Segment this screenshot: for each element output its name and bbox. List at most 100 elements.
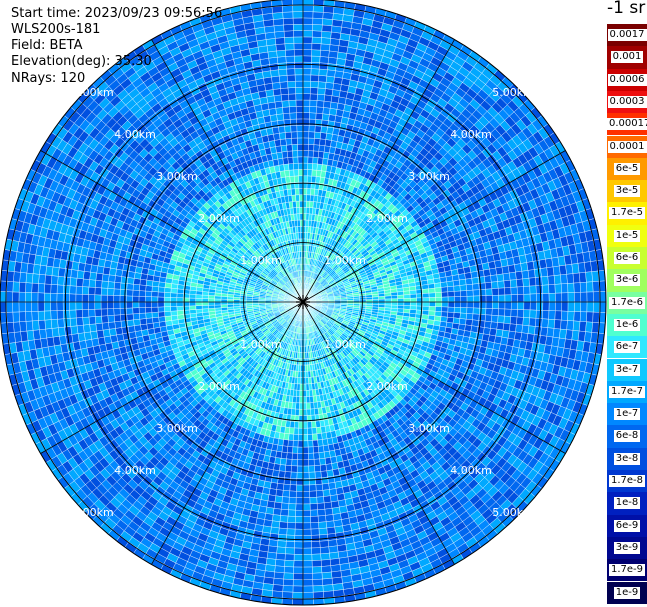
backscatter-cell [428,310,436,317]
backscatter-cell [560,319,568,330]
backscatter-cell [287,509,296,517]
backscatter-cell [459,318,467,325]
backscatter-cell [302,87,311,94]
backscatter-cell [322,489,331,497]
backscatter-cell [302,99,311,107]
backscatter-cell [326,69,336,78]
backscatter-cell [403,305,411,310]
backscatter-cell [302,528,312,536]
backscatter-cell [459,284,467,292]
backscatter-cell [485,308,493,316]
backscatter-cell [302,188,308,195]
backscatter-cell [302,219,307,227]
backscatter-cell [391,304,398,309]
backscatter-cell [491,315,499,323]
backscatter-cell [315,483,323,492]
backscatter-cell [305,377,309,385]
backscatter-cell [324,508,334,516]
backscatter-cell [329,551,340,560]
backscatter-cell [317,515,327,523]
backscatter-cell [275,489,284,497]
backscatter-cell [313,458,321,466]
backscatter-cell [464,272,473,280]
backscatter-cell [305,364,308,372]
backscatter-cell [320,559,331,567]
backscatter-cell [319,534,329,542]
backscatter-cell [491,308,499,316]
backscatter-cell [282,490,290,498]
backscatter-cell [391,295,398,300]
ppi-scan-plot: 1.00km1.00km1.00km1.00km2.00km2.00km2.00… [0,0,607,606]
backscatter-cell [566,320,574,331]
backscatter-cell [286,452,293,460]
backscatter-cell [308,131,316,139]
backscatter-cell [285,547,295,555]
backscatter-cell [422,297,430,303]
backscatter-cell [523,293,531,303]
backscatter-cell [330,494,339,503]
backscatter-cell [310,81,319,89]
backscatter-cell [459,279,467,286]
backscatter-cell [521,270,530,280]
backscatter-cell [452,274,460,282]
backscatter-cell [429,301,436,307]
backscatter-cell [302,106,310,113]
backscatter-cell [515,271,523,280]
backscatter-cell [567,292,575,303]
backscatter-cell [434,287,442,293]
backscatter-cell [282,585,294,593]
backscatter-cell [460,307,468,314]
backscatter-cell [287,439,294,447]
backscatter-cell [548,310,556,320]
backscatter-cell [485,295,493,303]
backscatter-cell [308,125,316,133]
backscatter-cell [541,276,549,286]
backscatter-cell [504,301,512,310]
backscatter-cell [312,150,319,158]
backscatter-cell [307,156,314,164]
backscatter-cell [294,535,304,543]
backscatter-cell [321,476,329,485]
backscatter-cell [322,578,333,586]
backscatter-cell [302,459,309,467]
backscatter-cell [435,301,443,307]
backscatter-cell [278,527,288,536]
backscatter-cell [312,585,324,593]
backscatter-cell [302,30,313,38]
backscatter-cell [320,43,331,52]
backscatter-cell [528,317,537,327]
backscatter-cell [317,439,324,447]
backscatter-cell [312,17,323,26]
backscatter-cell [302,503,311,511]
backscatter-cell [453,312,461,319]
backscatter-cell [323,451,331,459]
backscatter-cell [302,510,311,517]
backscatter-cell [572,272,581,284]
backscatter-cell [586,311,594,323]
backscatter-cell [498,294,506,303]
backscatter-cell [478,282,486,290]
backscatter-cell [435,292,442,298]
backscatter-cell [548,301,556,311]
backscatter-cell [324,88,334,96]
backscatter-cell [477,276,486,284]
backscatter-cell [302,383,307,391]
backscatter-cell [302,428,308,435]
backscatter-cell [523,301,531,311]
backscatter-cell [302,112,310,120]
backscatter-cell [460,290,468,297]
backscatter-cell [325,463,333,472]
backscatter-cell [403,290,411,296]
backscatter-cell [515,324,523,333]
backscatter-cell [302,150,309,158]
backscatter-cell [284,553,295,561]
backscatter-cell [302,24,313,31]
backscatter-cell [555,292,562,303]
backscatter-cell [312,572,323,580]
backscatter-cell [473,295,480,303]
backscatter-cell [308,452,315,460]
backscatter-cell [302,516,311,524]
backscatter-cell [311,62,320,70]
backscatter-cell [302,74,312,82]
backscatter-cell [516,316,524,326]
